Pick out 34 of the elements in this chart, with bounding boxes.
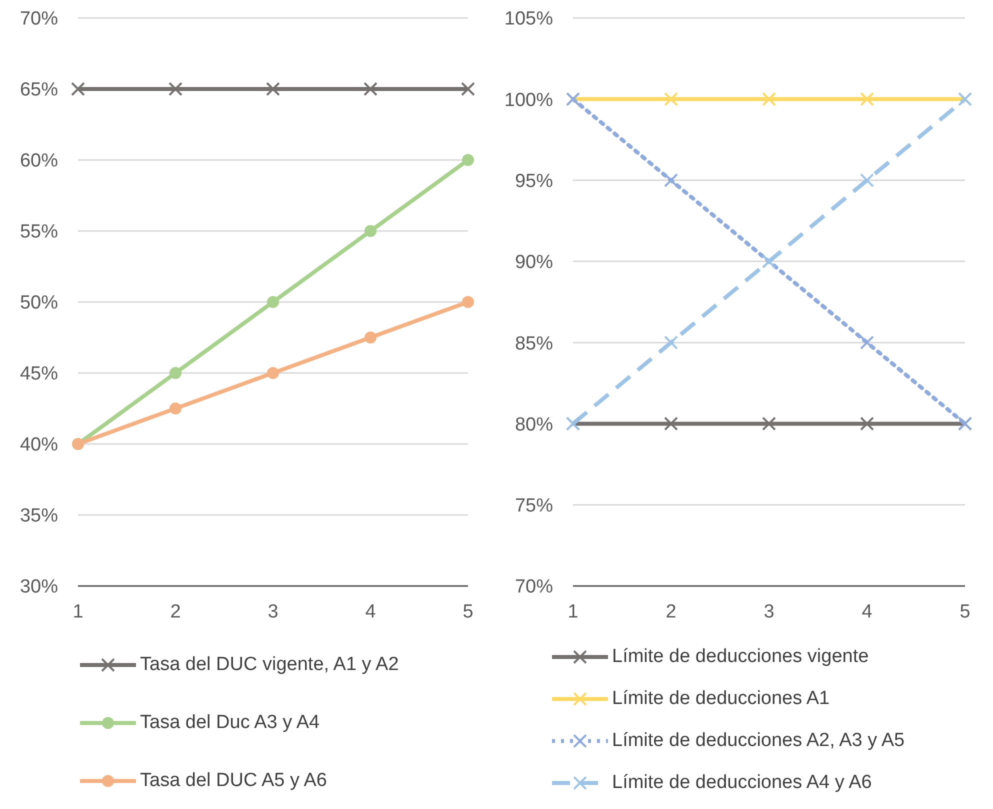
- y-tick-label: 100%: [504, 90, 554, 111]
- y-tick-label: 40%: [20, 434, 58, 456]
- y-tick-label: 50%: [20, 292, 58, 314]
- y-tick-label: 75%: [514, 496, 554, 517]
- y-tick-label: 35%: [20, 506, 58, 527]
- legend-label: Tasa del DUC A5 y A6: [140, 770, 327, 792]
- x-tick-label: 5: [960, 601, 970, 622]
- y-tick-label: 55%: [20, 222, 58, 243]
- x-tick-label: 4: [862, 601, 873, 622]
- x-tick-label: 2: [170, 601, 181, 622]
- legend-label: Límite de deducciones A4 y A6: [612, 772, 872, 794]
- y-tick-label: 70%: [514, 576, 554, 598]
- x-tick-label: 1: [72, 601, 84, 622]
- x-tick-label: 4: [365, 601, 376, 622]
- legend-label: Límite de deducciones vigente: [612, 646, 869, 668]
- x-tick-label: 5: [462, 601, 474, 622]
- y-tick-label: 30%: [20, 576, 58, 598]
- y-tick-label: 80%: [514, 414, 554, 436]
- y-tick-label: 65%: [20, 80, 58, 101]
- y-tick-label: 70%: [20, 8, 58, 30]
- legend-label: Límite de deducciones A1: [612, 688, 830, 710]
- y-tick-label: 85%: [514, 333, 554, 354]
- y-tick-label: 95%: [514, 171, 554, 192]
- legend-label: Tasa del Duc A3 y A4: [140, 712, 320, 734]
- legend-label: Tasa del DUC vigente, A1 y A2: [140, 654, 399, 676]
- legend-label: Límite de deducciones A2, A3 y A5: [612, 730, 905, 752]
- x-tick-label: 3: [268, 601, 278, 622]
- x-tick-label: 3: [764, 601, 774, 622]
- y-tick-label: 90%: [514, 252, 554, 274]
- x-tick-label: 2: [666, 601, 676, 622]
- y-tick-label: 60%: [20, 150, 58, 172]
- y-tick-label: 105%: [504, 8, 554, 30]
- x-tick-label: 1: [568, 601, 578, 622]
- y-tick-label: 45%: [20, 364, 58, 385]
